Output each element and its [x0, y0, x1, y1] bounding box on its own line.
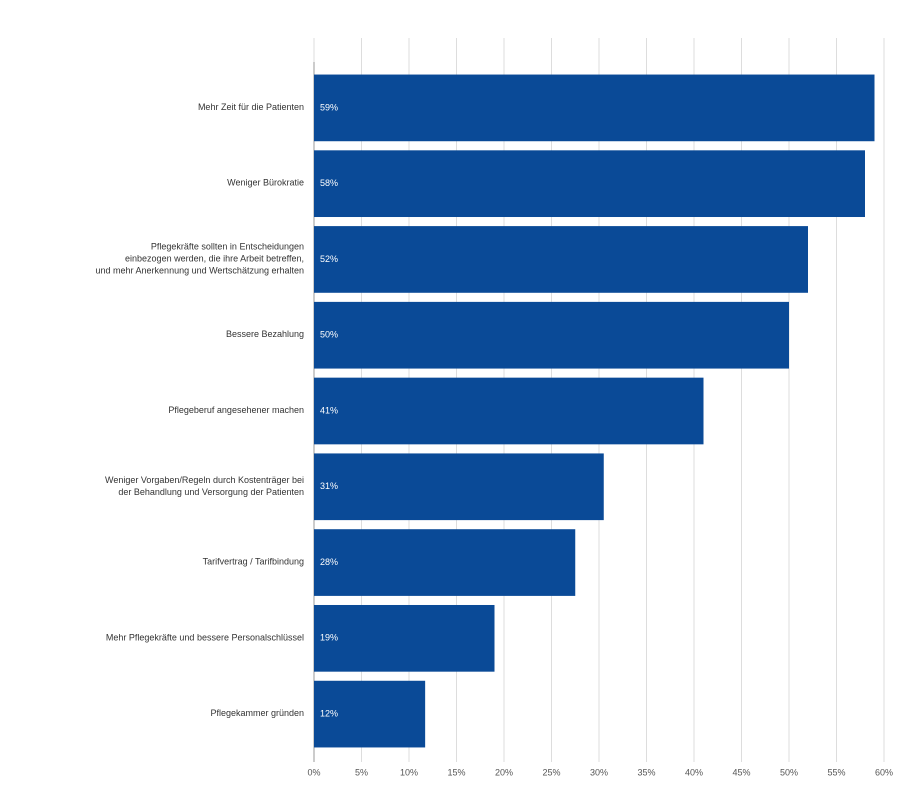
x-tick-label: 40% [685, 767, 703, 777]
bar [314, 150, 865, 218]
x-tick-label: 30% [590, 767, 608, 777]
value-label: 12% [320, 708, 338, 718]
category-label: Weniger Vorgaben/Regeln durch Kostenträg… [105, 475, 304, 497]
value-label: 19% [320, 633, 338, 643]
bar [314, 680, 426, 748]
category-label: Mehr Pflegekräfte und bessere Personalsc… [106, 633, 304, 643]
x-tick-label: 45% [732, 767, 750, 777]
bar [314, 74, 875, 142]
x-tick-label: 55% [827, 767, 845, 777]
value-label: 31% [320, 481, 338, 491]
x-tick-label: 5% [355, 767, 368, 777]
category-label: Mehr Zeit für die Patienten [198, 102, 304, 112]
bar [314, 529, 576, 596]
category-label: Pflegeberuf angesehener machen [168, 405, 304, 415]
x-tick-label: 60% [875, 767, 893, 777]
x-tick-label: 35% [637, 767, 655, 777]
x-tick-label: 20% [495, 767, 513, 777]
x-tick-label: 10% [400, 767, 418, 777]
x-tick-label: 25% [542, 767, 560, 777]
value-label: 59% [320, 102, 338, 112]
value-label: 28% [320, 557, 338, 567]
bar [314, 301, 789, 369]
x-tick-label: 50% [780, 767, 798, 777]
bar [314, 453, 604, 521]
category-label: Bessere Bezahlung [226, 330, 304, 340]
x-tick-label: 15% [447, 767, 465, 777]
x-tick-label: 0% [307, 767, 320, 777]
category-label: Pflegekräfte sollten in Entscheidungen ei… [96, 242, 304, 276]
category-label: Tarifvertrag / Tarifbindung [203, 557, 304, 567]
bar [314, 377, 704, 445]
value-label: 52% [320, 254, 338, 264]
bar [314, 604, 495, 672]
bar [314, 226, 808, 293]
value-label: 41% [320, 405, 338, 415]
category-label: Weniger Bürokratie [227, 178, 304, 188]
value-label: 58% [320, 178, 338, 188]
value-label: 50% [320, 330, 338, 340]
category-label: Pflegekammer gründen [210, 708, 304, 718]
